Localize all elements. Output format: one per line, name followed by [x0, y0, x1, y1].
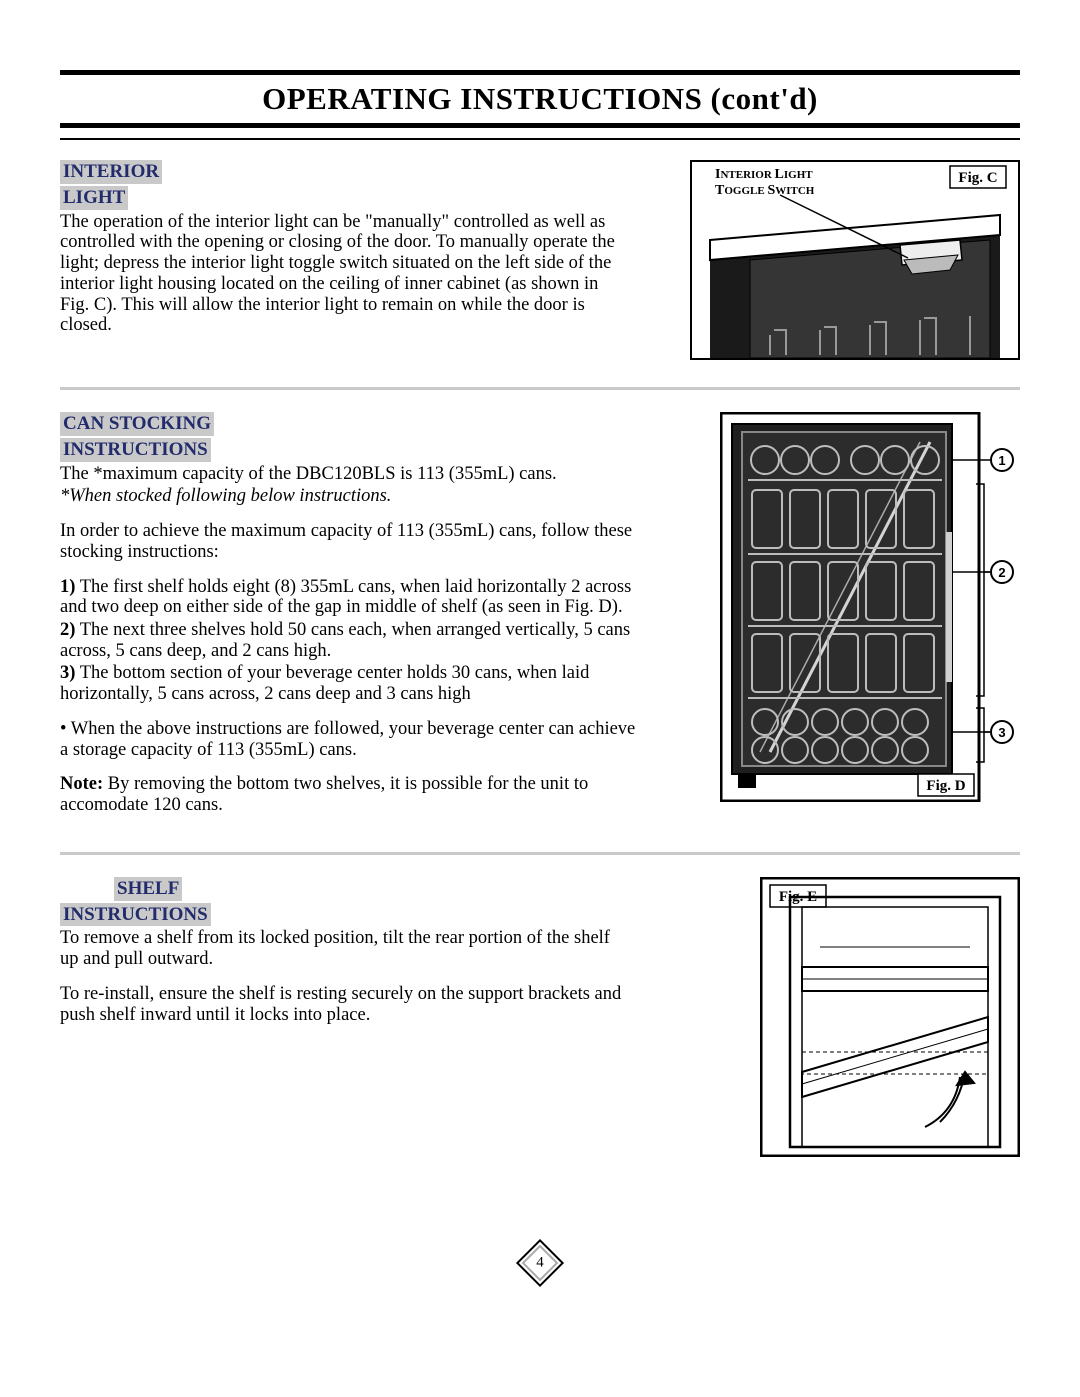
page-number-ornament: 4	[519, 1242, 561, 1284]
page-number: 4	[519, 1254, 561, 1271]
interior-light-body: The operation of the interior light can …	[60, 212, 620, 336]
heading-interior-light-l2: LIGHT	[60, 186, 128, 210]
rule-under-title-thin	[60, 138, 1020, 140]
figure-d-svg: 1 2 3 Fig. D	[720, 412, 1020, 802]
can-note: Note: By removing the bottom two shelves…	[60, 774, 640, 815]
can-footnote: *When stocked following below instructio…	[60, 486, 640, 507]
rule-under-title-thick	[60, 123, 1020, 128]
top-rule-thick	[60, 70, 1020, 75]
figure-d: 1 2 3 Fig. D	[720, 412, 1020, 807]
can-intro: In order to achieve the maximum capacity…	[60, 521, 640, 562]
page: OPERATING INSTRUCTIONS (cont'd) INTERIOR…	[0, 0, 1080, 1329]
heading-interior-light-l1: INTERIOR	[60, 160, 162, 184]
figure-c-svg: INTERIOR LIGHT TOGGLE SWITCH Fig. C	[690, 160, 1020, 360]
heading-shelf-l1: SHELF	[114, 877, 182, 901]
figure-c: INTERIOR LIGHT TOGGLE SWITCH Fig. C	[690, 160, 1020, 365]
section-can-stocking: CAN STOCKING INSTRUCTIONS The *maximum c…	[60, 412, 1020, 830]
page-number-wrap: 4	[60, 1242, 1020, 1289]
shelf-p1: To remove a shelf from its locked positi…	[60, 928, 630, 969]
svg-text:INTERIOR LIGHT: INTERIOR LIGHT	[715, 167, 813, 182]
divider-2	[60, 852, 1020, 855]
callout-3: 3	[998, 725, 1005, 740]
figure-d-label: Fig. D	[926, 778, 965, 794]
figure-e: Fig. E	[760, 877, 1020, 1162]
can-item-3: 3) The bottom section of your beverage c…	[60, 663, 640, 704]
can-item-1: 1) The first shelf holds eight (8) 355mL…	[60, 577, 640, 618]
callout-1: 1	[998, 453, 1005, 468]
section-interior-light: INTERIOR LIGHT The operation of the inte…	[60, 160, 1020, 365]
section-shelf: SHELF INSTRUCTIONS To remove a shelf fro…	[60, 877, 1020, 1162]
shelf-p2: To re-install, ensure the shelf is resti…	[60, 984, 630, 1025]
can-bullet: • When the above instructions are follow…	[60, 719, 640, 760]
divider-1	[60, 387, 1020, 390]
callout-2: 2	[998, 565, 1005, 580]
can-item-2: 2) The next three shelves hold 50 cans e…	[60, 620, 640, 661]
can-capacity-line: The *maximum capacity of the DBC120BLS i…	[60, 464, 640, 485]
heading-can-stocking-l2: INSTRUCTIONS	[60, 438, 211, 462]
heading-shelf-l2: INSTRUCTIONS	[60, 903, 211, 927]
figure-e-svg: Fig. E	[760, 877, 1020, 1157]
heading-can-stocking-l1: CAN STOCKING	[60, 412, 214, 436]
figure-c-label: Fig. C	[958, 170, 997, 186]
page-title: OPERATING INSTRUCTIONS (cont'd)	[60, 81, 1020, 117]
svg-text:TOGGLE SWITCH: TOGGLE SWITCH	[715, 183, 815, 198]
